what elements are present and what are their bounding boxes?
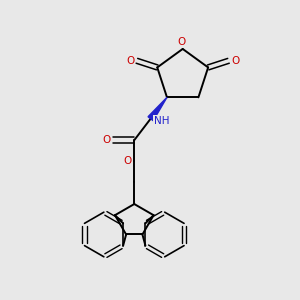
Text: NH: NH bbox=[154, 116, 169, 125]
Text: O: O bbox=[103, 135, 111, 145]
Text: O: O bbox=[124, 156, 132, 166]
Text: O: O bbox=[231, 56, 239, 66]
Text: O: O bbox=[177, 38, 185, 47]
Text: O: O bbox=[126, 56, 134, 66]
Polygon shape bbox=[148, 97, 167, 121]
